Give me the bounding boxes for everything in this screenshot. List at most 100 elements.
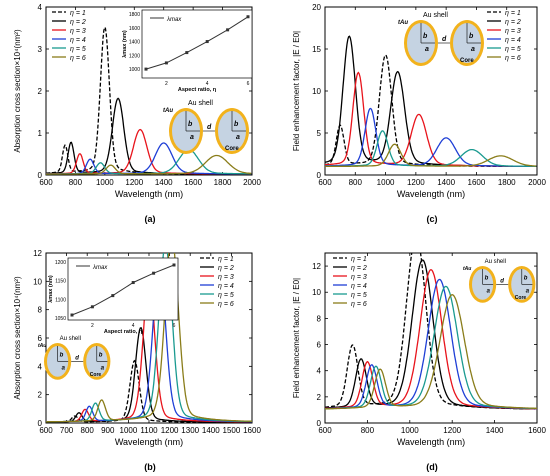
panel-label: (b) [144, 462, 156, 472]
panel-label: (c) [427, 214, 438, 224]
inset-x-label: Aspect ratio, η [104, 329, 143, 335]
legend: η = 1 η = 2 η = 3 η = 4 η = 5 η = 6 [200, 256, 234, 308]
inset-point [144, 67, 148, 71]
core-label: Core [460, 58, 474, 64]
y-tick-label: 4 [38, 3, 43, 12]
series-group [325, 35, 537, 168]
label-b-2: b [234, 121, 239, 128]
x-tick-label: 800 [349, 178, 363, 187]
inset-point [111, 294, 115, 298]
label-b: b [423, 33, 428, 40]
chart-panel-d: 600 800 1000 1200 1400 1600 0 2 4 6 8 10 12 Wavelengt… [292, 252, 546, 472]
legend-label-eta-1: η = 1 [351, 256, 367, 263]
y-tick-label: 6 [317, 341, 322, 350]
shell-thickness-label: tAu [163, 108, 173, 114]
y-axis-label: Field enhancement factor, |E / E0| [292, 31, 301, 151]
legend-label-eta-4: η = 4 [70, 37, 86, 44]
inset-line [71, 264, 175, 316]
legend-label-eta-6: η = 6 [218, 301, 234, 308]
x-tick-label: 1800 [498, 178, 516, 187]
inset-y-label: λmax (nm) [48, 275, 54, 303]
y-axis-label: Absorption cross section×10⁴(nm²) [13, 276, 22, 400]
x-tick-label: 800 [81, 426, 95, 435]
x-tick-label: 900 [101, 426, 115, 435]
x-tick-label: 800 [69, 178, 83, 187]
inset-chart: 2 4 6 1000 1200 1400 1600 1800 Aspect ratio, η λm… [122, 9, 253, 93]
inset-frame [141, 9, 253, 79]
inset-point [164, 61, 168, 65]
y-tick-label: 10 [312, 87, 321, 96]
y-axis-label: Field enhancement factor, |E / E0| [292, 278, 301, 398]
inset-point [205, 40, 209, 44]
inset-point [131, 281, 135, 285]
legend-label-eta-5: η = 5 [70, 46, 86, 53]
series-line-eta-6 [325, 294, 537, 410]
y-tick-label: 0 [317, 171, 322, 180]
x-tick-label: 1000 [120, 426, 138, 435]
y-tick-label: 0 [38, 171, 43, 180]
inset-point [246, 15, 250, 19]
inset-x-label: Aspect ratio, η [178, 87, 217, 93]
inset-y-tick-label: 1000 [129, 67, 140, 73]
inset-x-tick-label: 6 [247, 81, 250, 87]
inset-x-tick-label: 4 [132, 323, 135, 329]
inset-point [90, 305, 94, 309]
label-b-2: b [99, 352, 103, 358]
legend-label-eta-3: η = 3 [70, 28, 86, 35]
series-line-eta-3 [325, 268, 537, 410]
x-axis-label: Wavelength (nm) [115, 437, 183, 447]
label-a-2: a [526, 288, 530, 294]
inset-legend-label: λmax [166, 17, 182, 23]
legend-label-eta-2: η = 2 [70, 19, 86, 26]
label-b-2: b [524, 275, 528, 281]
x-tick-label: 700 [60, 426, 74, 435]
inset-y-tick-label: 1200 [55, 260, 66, 266]
x-tick-label: 600 [318, 426, 332, 435]
series-line-eta-4 [46, 142, 252, 175]
y-tick-label: 10 [312, 288, 321, 297]
legend: η = 1 η = 2 η = 3 η = 4 η = 5 η = 6 [333, 256, 367, 308]
chart-panel-a: 600 800 1000 1200 1400 1600 1800 2000 0 1 2 3 4 Wavel… [13, 3, 261, 224]
x-tick-label: 1800 [214, 178, 232, 187]
shell-thickness-label: tAu [398, 20, 408, 26]
legend-label-eta-2: η = 2 [351, 265, 367, 272]
inset-x-tick-label: 4 [206, 81, 209, 87]
x-axis-label: Wavelength (nm) [115, 189, 183, 199]
series-group [325, 253, 537, 410]
label-b: b [485, 275, 489, 281]
x-tick-label: 1400 [202, 426, 220, 435]
core-label: Core [225, 146, 239, 152]
y-tick-label: 5 [317, 129, 322, 138]
y-tick-label: 0 [317, 419, 322, 428]
label-a: a [487, 288, 491, 294]
x-tick-label: 1200 [125, 178, 143, 187]
x-tick-label: 1000 [96, 178, 114, 187]
legend-label-eta-3: η = 3 [218, 274, 234, 281]
inset-y-tick-label: 1200 [129, 53, 140, 59]
label-d: d [500, 278, 504, 284]
inset-y-tick-label: 1400 [129, 40, 140, 46]
legend-label-eta-4: η = 4 [505, 37, 521, 44]
panel-label: (d) [426, 462, 438, 472]
y-tick-label: 8 [38, 306, 43, 315]
inset-y-tick-label: 1100 [55, 297, 66, 303]
y-tick-label: 12 [312, 262, 321, 271]
x-axis-label: Wavelength (nm) [397, 437, 465, 447]
inset-y-tick-label: 1800 [129, 12, 140, 18]
inset-y-tick-label: 1600 [129, 26, 140, 32]
chart-panel-b: 600 700 800 900 1000 1100 1200 1300 1400 1500 1600… [13, 249, 261, 472]
x-tick-label: 1200 [407, 178, 425, 187]
legend-label-eta-3: η = 3 [505, 28, 521, 35]
legend-label-eta-4: η = 4 [218, 283, 234, 290]
legend: η = 1 η = 2 η = 3 η = 4 η = 5 η = 6 [487, 10, 521, 62]
inset-point [172, 263, 176, 267]
legend-label-eta-2: η = 2 [505, 19, 521, 26]
inset-y-tick-label: 1150 [55, 279, 66, 285]
x-tick-label: 1600 [468, 178, 486, 187]
y-tick-label: 8 [317, 314, 322, 323]
legend-label-eta-1: η = 1 [70, 10, 86, 17]
